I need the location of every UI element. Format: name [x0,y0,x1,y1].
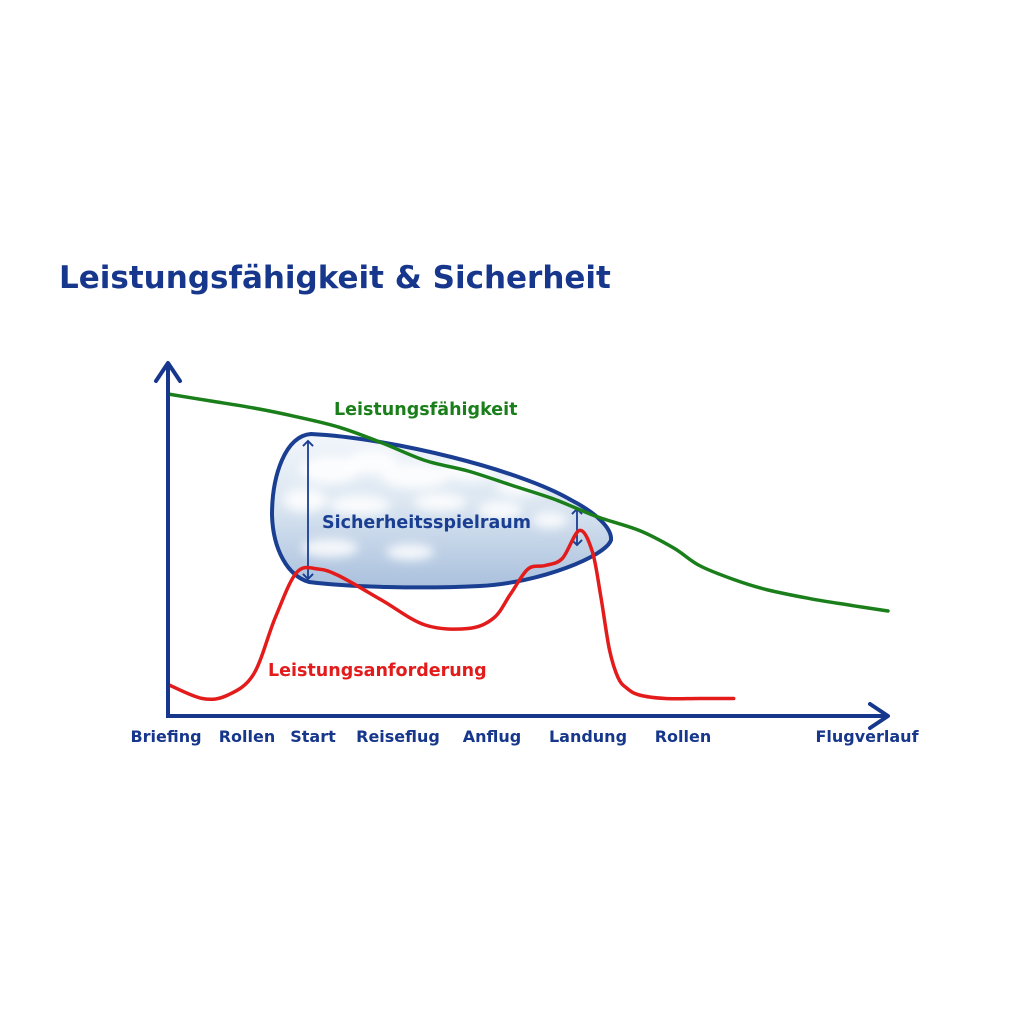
x-tick-labels: Briefing Rollen Start Reiseflug Anflug Landun… [130,727,711,746]
x-axis-label: Flugverlauf [815,727,919,746]
x-axis-arrowhead [868,702,890,730]
x-tick-label: Anflug [463,727,521,746]
cloud-puff [283,488,327,512]
cloud-puff [302,539,358,557]
cloud-puff [346,450,398,474]
cloud-puff [478,501,522,519]
x-tick-label: Rollen [655,727,712,746]
y-axis-arrowhead [154,361,182,383]
cloud-puff [330,495,390,515]
axes [154,361,890,730]
x-tick-label: Landung [549,727,627,746]
x-tick-label: Rollen [219,727,276,746]
cloud-puff [381,463,449,489]
safety-margin-envelope: Sicherheitsspielraum [269,431,613,590]
x-tick-label: Start [290,727,336,746]
series-label-leistungsfaehigkeit: Leistungsfähigkeit [334,400,517,420]
safety-margin-label: Sicherheitsspielraum [322,513,531,533]
cloud-puff [300,456,360,484]
series-line-leistungsfaehigkeit [166,392,890,613]
safety-margin-outline [269,431,613,590]
x-tick-label: Briefing [130,727,201,746]
x-tick-label: Reiseflug [356,727,440,746]
cloud-puff [386,544,434,560]
series-line-leistungsanforderung [166,528,736,702]
cloud-puff [532,512,568,528]
cloud-puff [414,493,466,511]
chart-title: Leistungsfähigkeit & Sicherheit [59,260,611,296]
series-label-leistungsanforderung: Leistungsanforderung [268,661,487,681]
